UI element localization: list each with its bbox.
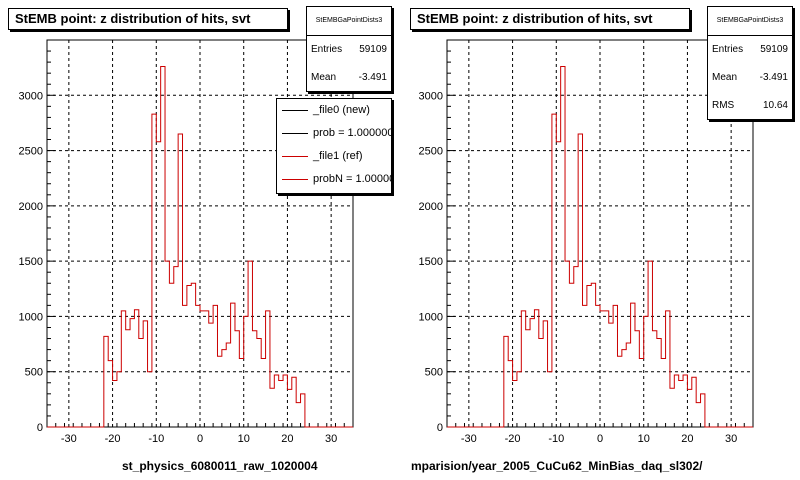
- left-y-tick-label: 1000: [19, 311, 43, 323]
- right-stats-header: StEMBGaPointDists3: [708, 7, 792, 36]
- right-y-tick-label: 500: [425, 367, 443, 379]
- right-entries-value: 59109: [760, 44, 788, 55]
- legend-label-probn: probN = 1.000000: [313, 173, 391, 185]
- right-series-0-histogram: [447, 66, 753, 428]
- legend-label-prob: prob = 1.000000: [313, 127, 392, 139]
- right-x-tick-label: 10: [638, 433, 650, 445]
- right-stats-box: StEMBGaPointDists3 Entries 59109 Mean -3…: [707, 6, 793, 120]
- legend-entry-probn: probN = 1.000000: [277, 168, 391, 191]
- left-entries-value: 59109: [359, 44, 387, 55]
- left-y-tick-label: 2000: [19, 201, 43, 213]
- legend-entry-prob: prob = 1.000000: [277, 122, 391, 145]
- right-x-tick-label: 20: [681, 433, 693, 445]
- right-x-tick-label: -30: [461, 433, 477, 445]
- left-y-tick-label: 2500: [19, 146, 43, 158]
- right-mean-value: -3.491: [759, 72, 788, 83]
- right-y-tick-label: 1000: [419, 311, 443, 323]
- right-mean-label: Mean: [712, 72, 738, 83]
- left-x-tick-label: -20: [105, 433, 121, 445]
- left-y-tick-label: 1500: [19, 256, 43, 268]
- legend-label-file0: _file0 (new): [313, 104, 370, 116]
- left-legend: _file0 (new) prob = 1.000000 _file1 (ref…: [276, 98, 392, 194]
- legend-label-file1: _file1 (ref): [313, 150, 363, 162]
- right-chart-title: StEMB point: z distribution of hits, svt: [410, 8, 690, 30]
- left-x-tick-label: -30: [61, 433, 77, 445]
- left-x-tick-label: 30: [325, 433, 337, 445]
- right-y-tick-label: 2000: [419, 201, 443, 213]
- right-rms-label: RMS: [712, 100, 735, 111]
- legend-swatch-file0: [282, 110, 308, 111]
- left-y-tick-label: 3000: [19, 90, 43, 102]
- legend-entry-file1: _file1 (ref): [277, 145, 391, 168]
- left-entries-label: Entries: [311, 44, 343, 55]
- right-entries-label: Entries: [712, 44, 744, 55]
- left-mean-label: Mean: [311, 72, 337, 83]
- legend-swatch-probn: [282, 179, 308, 180]
- right-y-tick-label: 3000: [419, 90, 443, 102]
- right-y-tick-label: 0: [437, 422, 443, 434]
- legend-swatch-file1: [282, 156, 308, 157]
- legend-entry-file0: _file0 (new): [277, 99, 391, 122]
- left-chart-title: StEMB point: z distribution of hits, svt: [8, 8, 288, 30]
- left-x-tick-label: -10: [148, 433, 164, 445]
- right-stats-entries: Entries 59109: [708, 36, 792, 64]
- left-x-tick-label: 10: [238, 433, 250, 445]
- right-rms-value: 10.64: [762, 100, 788, 111]
- right-stats-rms: RMS 10.64: [708, 92, 792, 120]
- left-stats-box: StEMBGaPointDists3 Entries 59109 Mean -3…: [306, 6, 392, 92]
- right-x-tick-label: -10: [548, 433, 564, 445]
- left-stats-header: StEMBGaPointDists3: [307, 7, 391, 36]
- left-x-tick-label: 20: [281, 433, 293, 445]
- right-x-tick-label: 30: [725, 433, 737, 445]
- right-y-tick-label: 1500: [419, 256, 443, 268]
- left-x-tick-label: 0: [197, 433, 203, 445]
- right-x-tick-label: -20: [505, 433, 521, 445]
- legend-swatch-prob: [282, 133, 308, 134]
- right-x-axis-title: mparision/year_2005_CuCu62_MinBias_daq_s…: [411, 459, 703, 473]
- right-y-tick-label: 2500: [419, 146, 443, 158]
- left-y-tick-label: 500: [25, 367, 43, 379]
- right-stats-mean: Mean -3.491: [708, 64, 792, 92]
- right-x-tick-label: 0: [597, 433, 603, 445]
- left-stats-entries: Entries 59109: [307, 36, 391, 64]
- left-y-tick-label: 0: [37, 422, 43, 434]
- right-histogram-plot: -30 -20 -10 0 10 20 30 0 500 1000 1500 2000 2500 3000: [419, 39, 754, 445]
- left-mean-value: -3.491: [358, 72, 387, 83]
- left-series-0-histogram: [47, 66, 353, 428]
- left-x-axis-title: st_physics_6080011_raw_1020004: [122, 459, 318, 473]
- left-stats-mean: Mean -3.491: [307, 64, 391, 92]
